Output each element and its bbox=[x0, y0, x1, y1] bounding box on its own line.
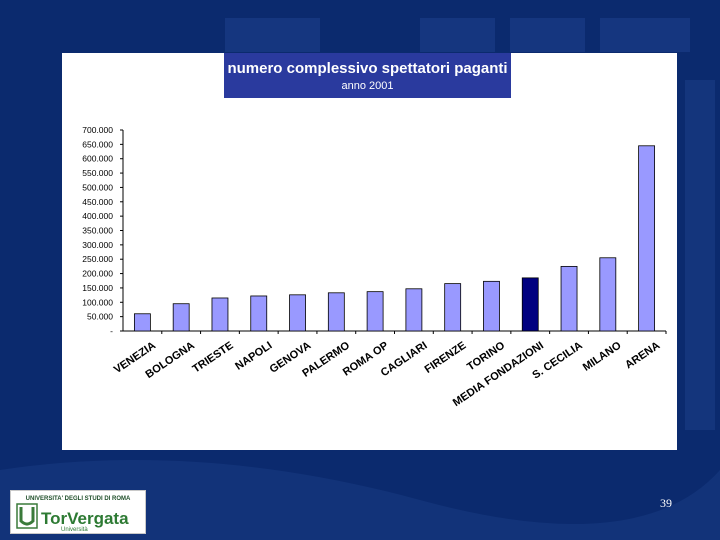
bar bbox=[638, 145, 656, 332]
y-tick-label: 400.000 bbox=[82, 211, 113, 221]
bar bbox=[327, 292, 345, 332]
chart-subtitle: anno 2001 bbox=[341, 80, 394, 92]
y-tick-label: 300.000 bbox=[82, 240, 113, 250]
y-tick-label: 550.000 bbox=[82, 168, 113, 178]
bar bbox=[560, 265, 578, 332]
bar bbox=[444, 283, 462, 332]
bar bbox=[521, 277, 539, 332]
bar bbox=[172, 303, 190, 332]
y-tick-label: 650.000 bbox=[82, 139, 113, 149]
logo-brand: TorVergata bbox=[41, 509, 129, 528]
chart-title: numero complessivo spettatori paganti bbox=[227, 60, 508, 77]
logo-top-text: UNIVERSITA' DEGLI STUDI DI ROMA bbox=[26, 496, 131, 502]
page-number: 39 bbox=[660, 496, 672, 510]
y-tick-label: 350.000 bbox=[82, 226, 113, 236]
bar bbox=[289, 294, 306, 332]
y-tick-label: 150.000 bbox=[82, 283, 113, 293]
university-logo: UNIVERSITA' DEGLI STUDI DI ROMA TorVerga… bbox=[10, 490, 146, 534]
y-tick-label: - bbox=[110, 326, 113, 336]
y-tick-label: 600.000 bbox=[82, 154, 113, 164]
bar bbox=[405, 288, 423, 332]
bar bbox=[483, 280, 500, 332]
y-tick-label: 250.000 bbox=[82, 254, 113, 264]
y-tick-label: 200.000 bbox=[82, 269, 113, 279]
x-tick-label: MILANO bbox=[581, 339, 624, 373]
logo-graphic: UNIVERSITA' DEGLI STUDI DI ROMA TorVerga… bbox=[16, 496, 131, 533]
bar bbox=[211, 297, 229, 332]
x-tick-label: ARENA bbox=[623, 340, 662, 372]
chart-panel bbox=[62, 53, 677, 450]
logo-sub: Università bbox=[61, 527, 88, 533]
y-tick-label: 450.000 bbox=[82, 197, 113, 207]
bar bbox=[133, 313, 151, 332]
x-tick-label: TRIESTE bbox=[190, 340, 235, 376]
bar bbox=[250, 295, 268, 332]
y-tick-label: 700.000 bbox=[82, 125, 113, 135]
y-tick-label: 50.000 bbox=[87, 312, 113, 322]
y-tick-label: 500.000 bbox=[82, 182, 113, 192]
bar bbox=[366, 291, 384, 332]
bar bbox=[599, 257, 617, 332]
x-tick-label: FIRENZE bbox=[423, 340, 469, 376]
chart-title-box: numero complessivo spettatori paganti an… bbox=[224, 53, 511, 98]
y-tick-label: 100.000 bbox=[82, 297, 113, 307]
